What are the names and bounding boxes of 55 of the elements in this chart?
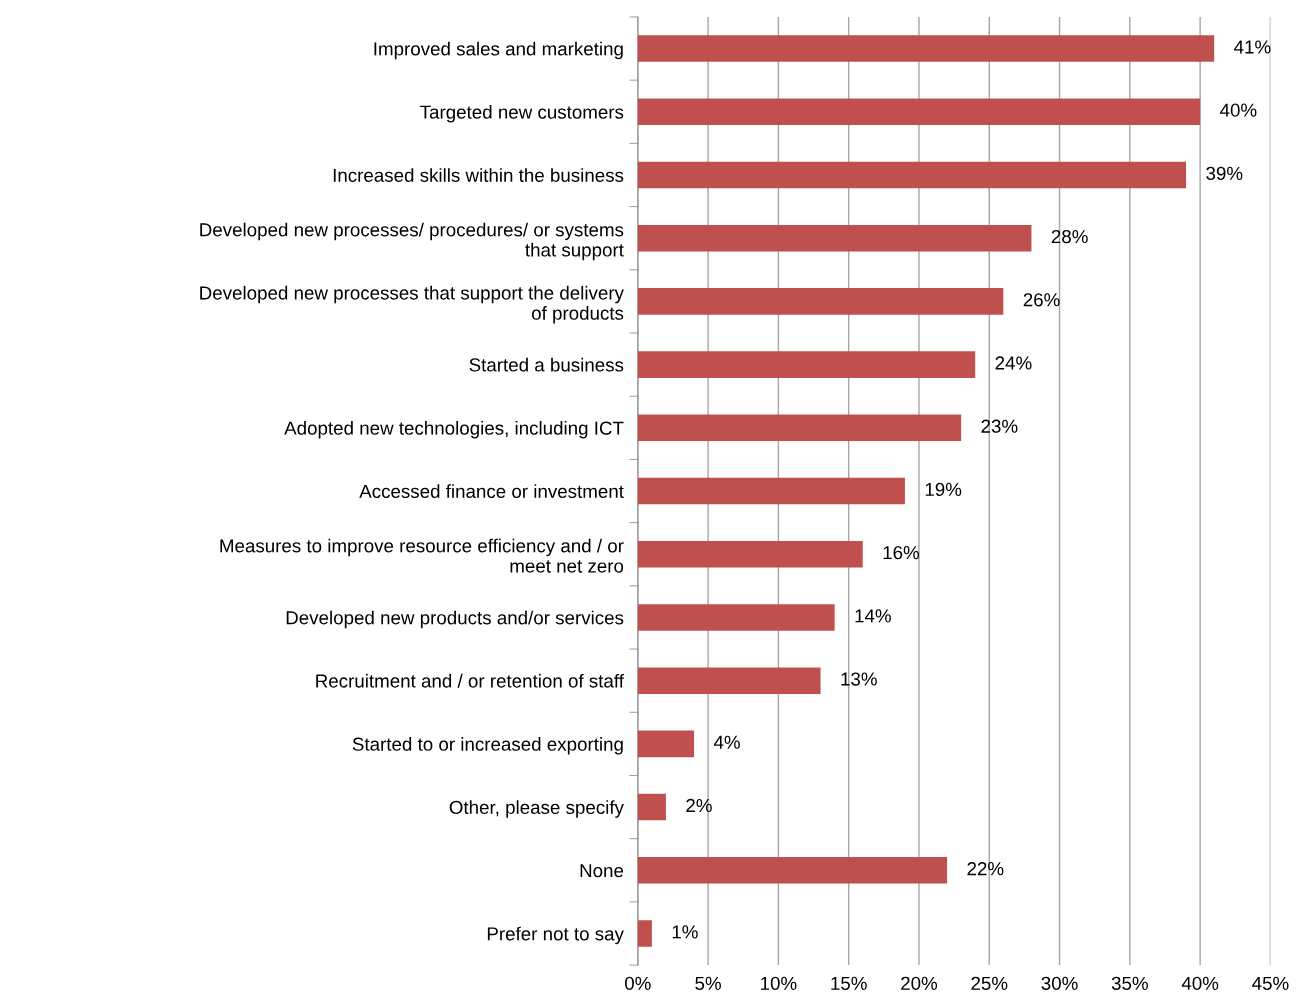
y-tick-label: Improved sales and marketing (374, 41, 623, 60)
data-label: 40% (1220, 103, 1257, 117)
y-tick-label: Other, please specify (449, 800, 624, 818)
bar (637, 857, 948, 884)
bar (637, 540, 863, 568)
data-label: 2% (686, 798, 712, 813)
data-label: 41% (1234, 40, 1271, 54)
bar (637, 604, 835, 631)
data-label: 4% (713, 735, 740, 749)
data-label: 39% (1206, 166, 1243, 181)
y-tick-label: Targeted new customers (420, 104, 624, 123)
y-tick-label: Increased skills within the business (333, 168, 624, 182)
data-label: 16% (883, 545, 920, 560)
bar (637, 224, 1032, 252)
data-label: 24% (995, 356, 1032, 370)
x-tick-label: 25% (971, 976, 1008, 990)
y-tick-label: Developed new processes/ procedures/ or systems that support (200, 222, 624, 261)
y-tick-label: Started a business (469, 357, 624, 372)
y-tick-label: Developed new processes that support the delivery of products (200, 285, 624, 324)
x-tick-label: 40% (1181, 976, 1219, 990)
bar (637, 161, 1187, 189)
y-tick-label: Accessed finance or investment (359, 484, 624, 498)
x-tick-label: 10% (761, 976, 797, 990)
data-label: 1% (672, 925, 698, 939)
data-label: 22% (967, 862, 1004, 876)
bar (637, 35, 1215, 62)
data-label: 14% (855, 609, 891, 623)
y-tick-label: Measures to improve resource efficiency and / or meet net zero (220, 538, 624, 573)
y-tick-label: Developed new products and/or services (286, 610, 624, 629)
y-tick-label: Recruitment and / or retention of staff (316, 673, 624, 688)
y-tick-label: None (580, 864, 624, 878)
bar (637, 793, 666, 821)
bar (637, 414, 962, 442)
x-tick-label: 15% (831, 976, 867, 990)
x-tick-label: 35% (1111, 976, 1148, 990)
data-label: 28% (1051, 229, 1088, 244)
data-label: 26% (1023, 293, 1060, 307)
data-label: 13% (841, 672, 877, 686)
x-tick-label: 45% (1252, 976, 1289, 990)
bar (637, 667, 821, 694)
y-tick-label: Started to or increased exporting (352, 737, 623, 755)
x-tick-label: 30% (1041, 976, 1078, 990)
bar (637, 920, 652, 947)
data-label: 19% (925, 482, 962, 497)
bar (637, 98, 1201, 126)
y-tick-label: Adopted new technologies, including ICT (284, 421, 624, 439)
bar (637, 288, 1004, 315)
x-tick-label: 20% (901, 976, 938, 990)
bar (637, 351, 976, 378)
y-tick-label: Prefer not to say (487, 926, 624, 945)
bar (637, 477, 905, 505)
x-tick-label: 5% (695, 976, 721, 990)
data-label: 23% (981, 419, 1018, 433)
x-tick-label: 0% (624, 976, 651, 990)
bar (637, 730, 695, 758)
